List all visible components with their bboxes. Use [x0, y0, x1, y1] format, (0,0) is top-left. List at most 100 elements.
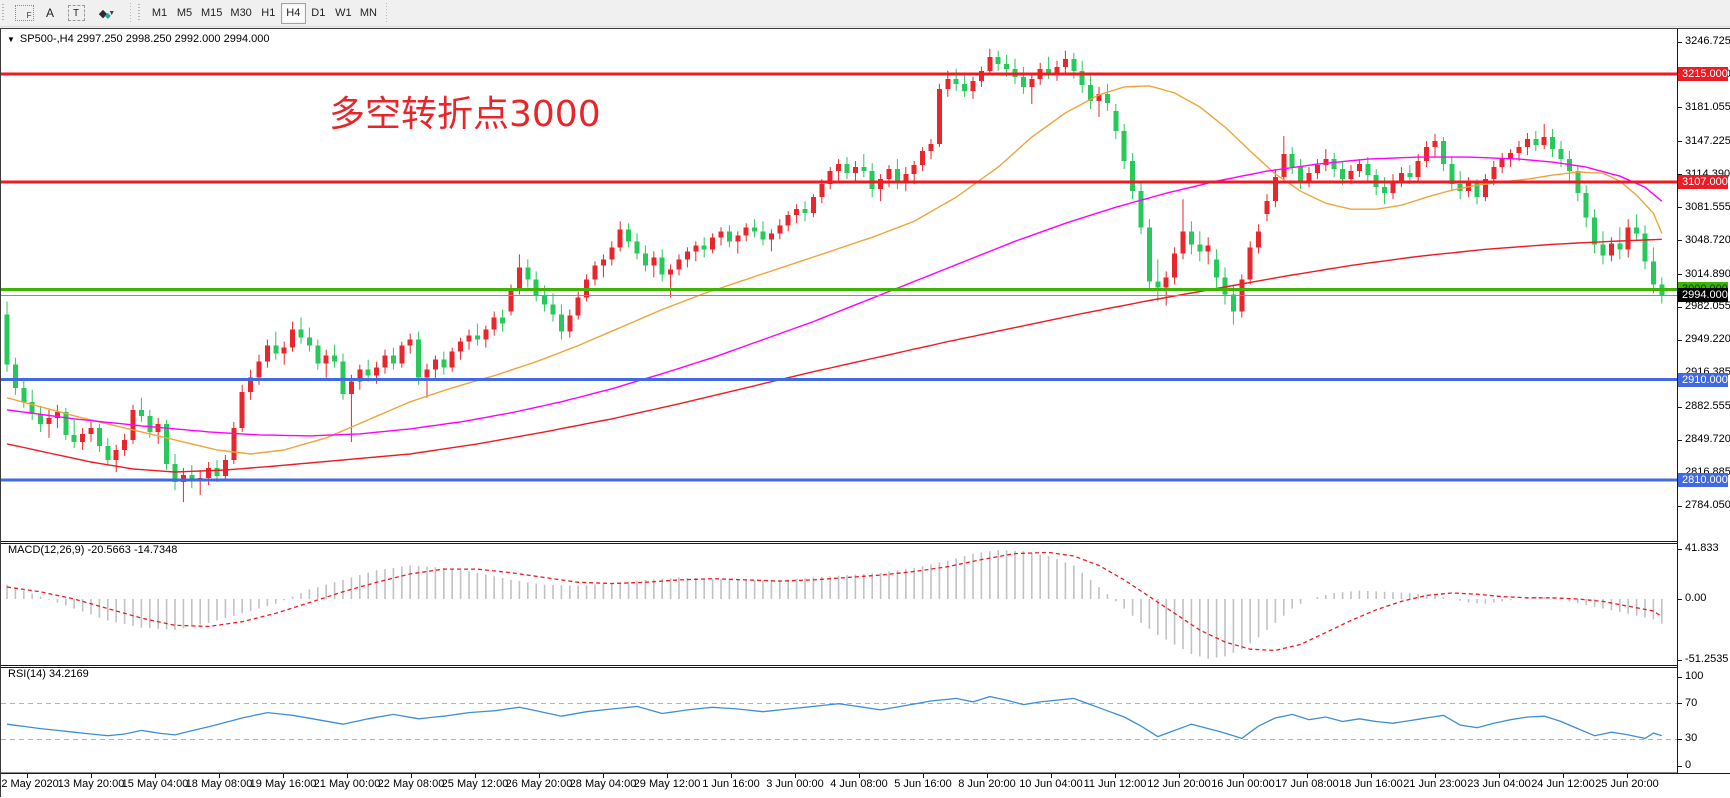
candle-up [424, 369, 430, 378]
candle-down [1289, 154, 1295, 168]
price-chart-canvas[interactable] [1, 29, 1677, 773]
timeframe-button-m1[interactable]: M1 [147, 3, 172, 24]
time-axis-label: 29 May 12:00 [633, 778, 701, 790]
candle-down [1617, 243, 1623, 250]
time-axis-label: 4 Jun 08:00 [830, 778, 888, 790]
candle-up [231, 427, 237, 460]
chart-title: ▼ SP500-,H4 2997.250 2998.250 2992.000 2… [7, 33, 269, 45]
candle-up [886, 169, 892, 180]
timeframe-button-m5[interactable]: M5 [172, 3, 197, 24]
candle-down [214, 468, 220, 477]
time-axis-label: 13 May 20:00 [57, 778, 125, 790]
price-axis-tick-label: 3081.555 [1685, 200, 1730, 213]
price-axis-tick [1677, 174, 1682, 176]
rsi-axis-tick [1677, 703, 1682, 705]
price-axis-tick [1677, 141, 1682, 143]
time-axis-label: 16 Jun 00:00 [1211, 778, 1275, 790]
candle-up [978, 70, 984, 81]
timeframe-button-group: M1 M5 M15 M30 H1 H4 D1 W1 MN [147, 0, 381, 26]
candle-up [794, 209, 800, 216]
candle-down [71, 434, 77, 442]
candle-up [1062, 58, 1068, 67]
candle-up [466, 335, 472, 342]
candle-up [684, 251, 690, 260]
candle-down [659, 257, 665, 275]
price-axis[interactable]: 3246.7253213.8903181.0553147.2253114.390… [1677, 29, 1730, 773]
candle-up [651, 257, 657, 266]
time-axis-tick [1627, 774, 1628, 778]
text-label-button[interactable]: A [38, 2, 62, 24]
candle-down [21, 387, 27, 402]
candle-up [777, 225, 783, 234]
candle-down [365, 369, 371, 376]
candle-up [1264, 201, 1270, 215]
time-axis-label: 5 Jun 16:00 [894, 778, 952, 790]
timeframe-button-w1[interactable]: W1 [331, 3, 356, 24]
candle-up [382, 355, 388, 368]
chart-text-annotation[interactable]: 多空转折点3000 [329, 94, 601, 135]
draw-object-button[interactable]: F [12, 2, 36, 24]
candle-down [995, 56, 1001, 64]
candle-up [357, 369, 363, 382]
candle-up [1054, 66, 1060, 73]
macd-signal-line [6, 551, 1663, 652]
candle-down [802, 209, 808, 214]
arrows-tool-button[interactable]: ◆ ◆ ▼ [90, 2, 124, 24]
toolbar-grip[interactable] [2, 4, 7, 22]
time-axis-tick [795, 774, 796, 778]
price-axis-tick-label: 2949.220 [1685, 333, 1730, 346]
candle-up [676, 259, 682, 270]
candle-up [1172, 253, 1178, 278]
timeframe-toolbar-grip[interactable] [138, 4, 143, 22]
time-axis-tick [91, 774, 92, 778]
macd-indicator-label: MACD(12,26,9) -20.5663 -14.7348 [8, 544, 178, 556]
price-tag-2910.000: 2910.000 [1678, 372, 1728, 387]
arrows-dropdown-caret-icon[interactable]: ▼ [108, 9, 116, 17]
arrows-tool-icon: ◆ ◆ [98, 7, 111, 20]
candle-down [1642, 233, 1648, 262]
candle-down [340, 361, 346, 394]
candle-up [928, 144, 934, 152]
rsi-axis-tick [1677, 676, 1682, 678]
candle-down [1440, 141, 1446, 165]
candle-up [290, 329, 296, 348]
rsi-axis-tick [1677, 738, 1682, 740]
rsi-axis-tick [1677, 765, 1682, 767]
candle-up [710, 237, 716, 250]
candle-up [1356, 164, 1362, 172]
time-axis[interactable]: 12 May 2020 13 May 20:00 15 May 04:00 18 Ma… [0, 773, 1730, 798]
macd-axis-tick [1677, 548, 1682, 550]
price-axis-tick-label: 3048.720 [1685, 233, 1730, 246]
text-box-button[interactable]: T [64, 2, 88, 24]
candle-down [1550, 137, 1556, 150]
timeframe-button-mn[interactable]: MN [356, 3, 381, 24]
candle-up [1180, 231, 1186, 254]
candle-up [567, 315, 573, 332]
candle-up [239, 391, 245, 428]
candle-down [1214, 259, 1220, 278]
timeframe-button-d1[interactable]: D1 [306, 3, 331, 24]
candle-down [1138, 191, 1144, 228]
candle-down [315, 345, 321, 364]
candle-down [953, 78, 959, 84]
candle-down [1088, 84, 1094, 101]
candle-up [432, 359, 438, 370]
candle-down [1600, 244, 1606, 256]
price-axis-tick [1677, 439, 1682, 441]
timeframe-button-m30[interactable]: M30 [226, 3, 255, 24]
time-axis-tick [155, 774, 156, 778]
price-axis-tick [1677, 274, 1682, 276]
candle-down [894, 169, 900, 182]
candle-up [1625, 227, 1631, 250]
candle-up [987, 56, 993, 71]
candle-up [46, 417, 52, 424]
timeframe-button-h1[interactable]: H1 [256, 3, 281, 24]
one-click-trading-collapse-icon[interactable]: ▼ [7, 34, 15, 44]
price-axis-tick [1677, 240, 1682, 242]
candle-up [668, 269, 674, 275]
time-axis-tick [283, 774, 284, 778]
timeframe-button-h4[interactable]: H4 [280, 2, 306, 24]
timeframe-button-m15[interactable]: M15 [197, 3, 226, 24]
candle-down [1449, 164, 1455, 185]
candle-down [1020, 76, 1026, 87]
